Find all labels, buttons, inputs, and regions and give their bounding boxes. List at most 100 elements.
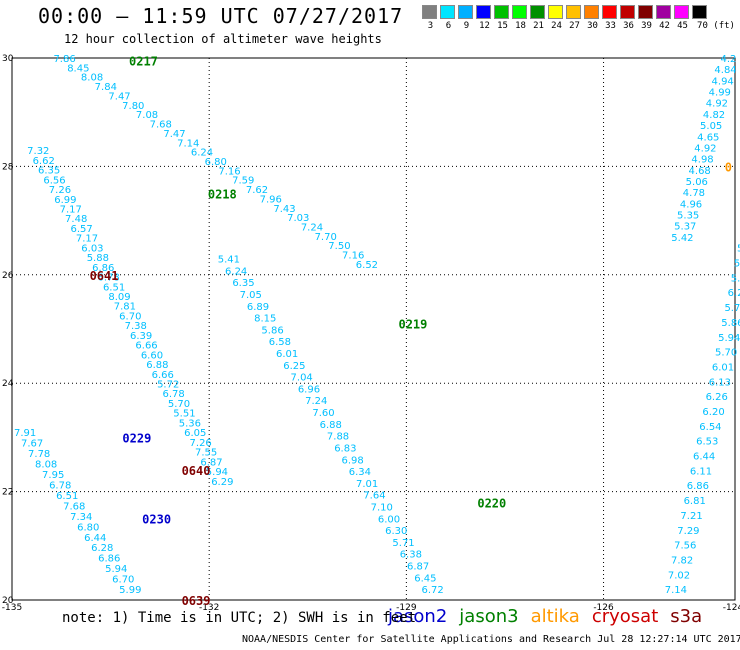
wave-height-value: 5.68: [731, 273, 740, 284]
footer-note: note: 1) Time is in UTC; 2) SWH is in fe…: [62, 610, 417, 626]
wave-height-value: 6.29: [211, 477, 233, 488]
wave-height-value: 7.26: [190, 438, 212, 449]
wave-height-value: 6.01: [276, 349, 298, 360]
wave-height-value: 7.68: [63, 501, 85, 512]
wave-height-value: 6.70: [119, 311, 141, 322]
wave-height-value: 7.24: [305, 396, 327, 407]
wave-height-value: 5.75: [724, 303, 740, 314]
wave-height-value: 4.2: [720, 54, 736, 65]
wave-height-value: 6.53: [696, 437, 718, 448]
wave-height-value: 6.52: [356, 260, 378, 271]
wave-height-value: 7.10: [371, 503, 393, 514]
wave-height-value: 7.24: [301, 223, 323, 234]
wave-height-value: 6.66: [135, 341, 157, 352]
pass-time-label: 0: [725, 160, 732, 174]
y-tick-label: 30: [2, 54, 14, 64]
wave-height-value: 6.78: [98, 273, 120, 284]
colorbar-label: 18: [515, 21, 526, 31]
legend-altika: altika: [530, 606, 580, 627]
wave-height-value: 5.72: [157, 380, 179, 391]
wave-height-value: 7.16: [342, 251, 364, 262]
colorbar-swatch: [602, 5, 617, 19]
wave-height-value: 4.92: [706, 99, 728, 110]
colorbar-swatch: [530, 5, 545, 19]
x-tick-label: -135: [2, 603, 22, 613]
pass-time-label: 0219: [398, 318, 427, 332]
wave-height-value: 6.87: [200, 457, 222, 468]
wave-height-value: 6.25: [283, 361, 305, 372]
wave-height-value: 6.24: [191, 148, 213, 159]
wave-height-value: 7.59: [232, 176, 254, 187]
wave-height-value: 6.88: [146, 360, 168, 371]
wave-height-value: 8.08: [35, 459, 57, 470]
wave-height-value: 6.60: [141, 350, 163, 361]
wave-height-value: 7.14: [177, 138, 199, 149]
plot-frame: [11, 57, 736, 601]
wave-height-value: 7.60: [312, 408, 334, 419]
wave-height-value: 5.06: [737, 244, 740, 255]
wave-height-value: 6.86: [98, 554, 120, 565]
wave-height-value: 7.17: [76, 234, 98, 245]
colorbar-swatch: [422, 5, 437, 19]
pass-time-label: 0218: [208, 188, 237, 202]
wave-height-value: 5.88: [87, 253, 109, 264]
wave-height-value: 5.94: [206, 467, 228, 478]
wave-height-value: 6.80: [205, 157, 227, 168]
legend-s3a: s3a: [670, 606, 703, 627]
wave-height-value: 7.29: [677, 526, 699, 537]
colorbar-label: 24: [551, 21, 562, 31]
colorbar-label: 33: [605, 21, 616, 31]
colorbar-label: 36: [623, 21, 634, 31]
wave-height-value: 7.82: [671, 555, 693, 566]
wave-height-value: 5.86: [261, 325, 283, 336]
colorbar-swatch: [566, 5, 581, 19]
wave-height-value: 6.39: [130, 331, 152, 342]
wave-height-value: 5.94: [105, 564, 127, 575]
x-tick-label: -126: [593, 603, 614, 613]
wave-height-value: 6.54: [699, 422, 721, 433]
wave-height-value: 6.51: [103, 282, 125, 293]
y-tick-label: 28: [2, 162, 14, 172]
wave-height-value: 5.35: [677, 211, 699, 222]
wave-height-value: 6.44: [84, 533, 106, 544]
wave-height-value: 6.23: [728, 288, 740, 299]
wave-height-value: 7.95: [42, 470, 64, 481]
colorbar-label: 42: [659, 21, 670, 31]
wave-height-value: 7.21: [680, 511, 702, 522]
x-tick-label: -132: [199, 603, 219, 613]
wave-height-value: 7.67: [21, 438, 43, 449]
wave-height-value: 4.84: [714, 65, 736, 76]
x-tick-label: -129: [396, 603, 417, 613]
colorbar-swatch: [512, 5, 527, 19]
pass-time-label: 0641: [90, 269, 119, 283]
wave-height-value: 6.96: [298, 384, 320, 395]
colorbar-label: 45: [677, 21, 688, 31]
colorbar-swatch: [584, 5, 599, 19]
wave-height-value: 6.70: [112, 575, 134, 586]
wave-height-value: 6.28: [91, 543, 113, 554]
wave-height-value: 6.38: [400, 550, 422, 561]
wave-height-value: 8.45: [67, 63, 89, 74]
wave-height-value: 7.14: [665, 585, 687, 596]
wave-height-value: 6.20: [702, 407, 724, 418]
wave-height-value: 6.88: [320, 420, 342, 431]
wave-height-value: 6.35: [38, 166, 60, 177]
wave-height-value: 7.34: [70, 512, 92, 523]
wave-height-value: 6.35: [232, 278, 254, 289]
wave-height-value: 7.43: [273, 204, 295, 215]
wave-height-value: 5.70: [715, 348, 737, 359]
x-tick-label: -124: [723, 603, 740, 613]
wave-height-value: 6.01: [712, 362, 734, 373]
satellite-legend: jason2 jason3 altika cryosat s3a: [388, 606, 714, 627]
wave-height-value: 6.51: [56, 491, 78, 502]
wave-height-value: 6.86: [687, 481, 709, 492]
wave-height-value: 6.80: [77, 522, 99, 533]
wave-height-value: 5.51: [173, 409, 195, 420]
pass-time-label: 0639: [182, 594, 211, 608]
wave-height-value: 6.03: [81, 243, 103, 254]
colorbar-swatch: [656, 5, 671, 19]
wave-height-value: 4.99: [709, 88, 731, 99]
wave-height-value: 7.17: [60, 204, 82, 215]
wave-height-value: 7.81: [114, 302, 136, 313]
colorbar-swatch: [620, 5, 635, 19]
